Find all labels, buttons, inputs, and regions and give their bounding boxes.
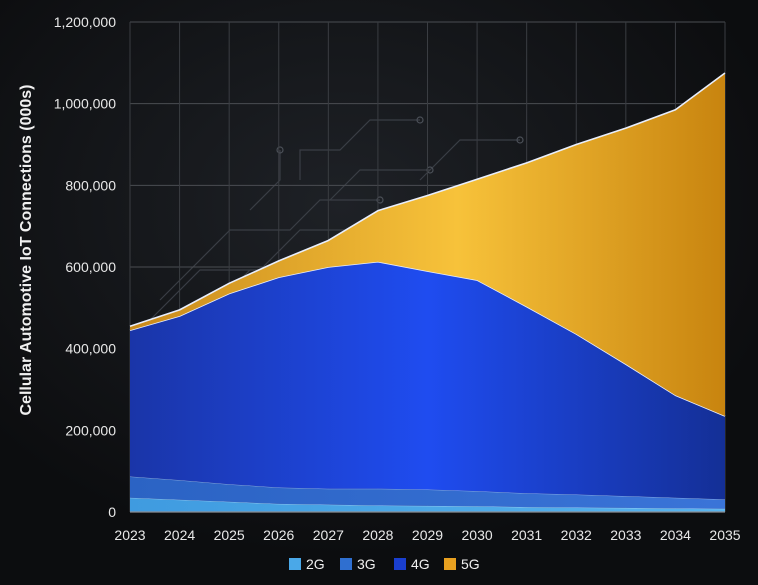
x-tick-label: 2026 xyxy=(263,527,294,543)
legend-item-3g: 3G xyxy=(340,556,376,572)
y-axis-title: Cellular Automotive IoT Connections (000… xyxy=(18,84,35,415)
legend-swatch xyxy=(394,558,406,570)
area-series xyxy=(129,72,726,512)
legend-swatch xyxy=(289,558,301,570)
area-5g xyxy=(130,73,725,417)
y-tick-label: 1,200,000 xyxy=(54,14,116,30)
legend: 2G 3G 4G 5G xyxy=(289,556,480,572)
x-tick-label: 2023 xyxy=(114,527,145,543)
legend-label: 4G xyxy=(411,556,430,572)
legend-label: 3G xyxy=(357,556,376,572)
legend-swatch xyxy=(340,558,352,570)
y-tick-label: 800,000 xyxy=(65,177,116,193)
y-tick-label: 0 xyxy=(108,504,116,520)
legend-item-2g: 2G xyxy=(289,556,325,572)
legend-label: 5G xyxy=(461,556,480,572)
y-axis: 0 200,000 400,000 600,000 800,000 1,000,000 1,… xyxy=(54,14,117,520)
y-tick-label: 1,000,000 xyxy=(54,96,116,112)
x-axis: 2023 2024 2025 2026 2027 2028 2029 2030 2031 2032… xyxy=(114,511,741,543)
x-tick-label: 2031 xyxy=(511,527,542,543)
x-tick-label: 2033 xyxy=(610,527,641,543)
x-tick-label: 2028 xyxy=(362,527,393,543)
area-4g xyxy=(130,261,725,500)
area-2g xyxy=(130,497,725,512)
legend-swatch xyxy=(444,558,456,570)
x-tick-label: 2032 xyxy=(561,527,592,543)
x-tick-label: 2030 xyxy=(462,527,493,543)
x-tick-label: 2034 xyxy=(660,527,691,543)
y-tick-label: 200,000 xyxy=(65,422,116,438)
legend-item-5g: 5G xyxy=(444,556,480,572)
x-tick-label: 2035 xyxy=(709,527,740,543)
legend-label: 2G xyxy=(306,556,325,572)
y-tick-label: 600,000 xyxy=(65,259,116,275)
area-3g xyxy=(130,476,725,509)
x-tick-label: 2027 xyxy=(313,527,344,543)
y-tick-label: 400,000 xyxy=(65,341,116,357)
x-tick-label: 2029 xyxy=(412,527,443,543)
legend-item-4g: 4G xyxy=(394,556,430,572)
area-edge-5g xyxy=(129,72,726,327)
x-tick-label: 2025 xyxy=(214,527,245,543)
x-tick-label: 2024 xyxy=(164,527,195,543)
